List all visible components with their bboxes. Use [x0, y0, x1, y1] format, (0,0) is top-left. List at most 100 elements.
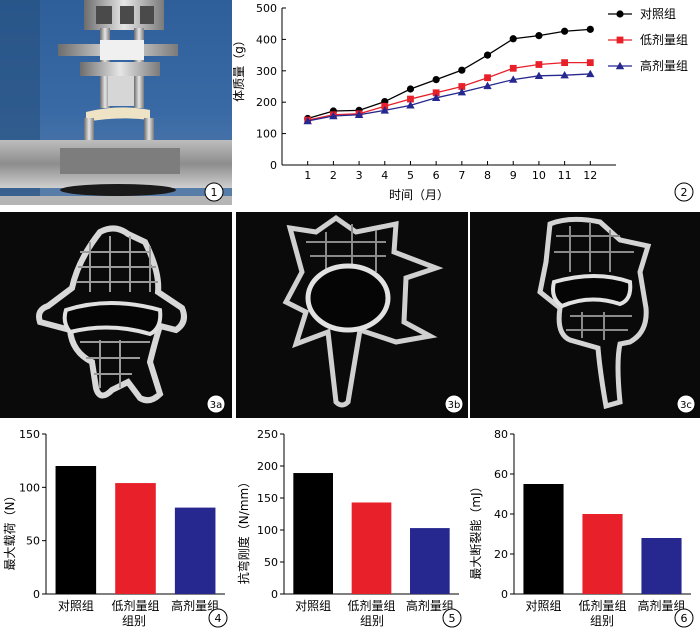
mechanical-test-rig-image: 1	[0, 0, 232, 205]
weight-x-tick-label: 9	[510, 169, 517, 182]
panel-label-circle	[208, 608, 228, 628]
weight-x-tick-label: 8	[484, 169, 491, 182]
load-category-label: 低剂量组	[111, 598, 159, 613]
panel-label-3c: 3c	[680, 400, 692, 411]
weight-data-point	[329, 111, 338, 120]
weight-data-point	[354, 110, 364, 118]
ct-panel-b: 3b	[236, 212, 468, 418]
weight-data-point	[432, 75, 440, 84]
fracture-energy-bar-chart: 最大断裂能（mJ） 组别 0 20 40 60 80 对照组 低剂量组 高剂量组 6	[468, 428, 694, 628]
weight-data-point	[483, 51, 492, 59]
weight-legend-marker	[616, 10, 624, 18]
weight-data-point	[535, 61, 543, 68]
panel-label-circle	[674, 608, 694, 628]
weight-data-point	[458, 83, 466, 90]
energy-bar	[641, 538, 682, 594]
energy-y-tick-label: 80	[494, 428, 508, 441]
weight-legend-label: 高剂量组	[640, 58, 688, 73]
panel-label-circle	[444, 394, 464, 414]
weight-data-point	[407, 95, 414, 103]
energy-category-label: 对照组	[525, 599, 561, 613]
load-category-label: 对照组	[58, 599, 94, 613]
stiffness-chart-panel: 抗弯刚度（N/mm） 组别 0 50 100 150 200 250 对照组 低剂量组 高剂量组…	[234, 420, 468, 632]
load-bar	[174, 507, 216, 594]
weight-legend-label: 低剂量组	[640, 32, 688, 47]
stiffness-y-tick-label: 150	[257, 492, 278, 505]
weight-x-tick-label: 5	[407, 169, 414, 182]
weight-data-point	[303, 116, 312, 125]
weight-data-point	[457, 87, 467, 96]
weight-x-tick-label: 11	[558, 169, 572, 182]
photo-panel: 1	[0, 0, 232, 205]
stiffness-bars-group	[293, 473, 450, 594]
ct-panel-a: 3a	[0, 212, 232, 418]
load-bar	[115, 483, 156, 594]
weight-series-line	[307, 28, 591, 120]
weight-x-tick-label: 4	[381, 169, 388, 182]
energy-bars-group	[523, 484, 682, 594]
weight-y-tick-label: 200	[256, 96, 277, 109]
panel-label-circle	[674, 182, 694, 202]
weight-x-tick-label: 3	[356, 169, 363, 182]
load-y-tick-label: 0	[33, 588, 40, 601]
panel-label-circle	[442, 608, 462, 628]
energy-y-tick-label: 20	[494, 548, 508, 561]
stiffness-axes: 0 50 100 150 200 250 对照组 低剂量组 高剂量组	[257, 428, 459, 613]
weight-data-point	[560, 70, 569, 79]
weight-data-point	[534, 71, 544, 80]
weight-data-point	[586, 69, 595, 78]
weight-data-point	[406, 101, 415, 109]
weight-data-point	[509, 64, 517, 72]
weight-y-tick-label: 400	[256, 33, 277, 46]
weight-y-tick-label: 500	[256, 2, 277, 15]
energy-y-tick-label: 60	[494, 468, 508, 481]
weight-x-tick-label: 12	[583, 169, 597, 182]
weight-data-point	[586, 59, 594, 67]
weight-data-point	[432, 89, 440, 97]
vertebra-ct-image-high-dose: 3c	[470, 212, 700, 418]
weight-series-line	[307, 73, 591, 122]
weight-data-point	[483, 81, 492, 90]
weight-legend-label: 对照组	[640, 7, 676, 21]
weight-data-point	[561, 27, 569, 35]
weight-legend-marker	[616, 36, 624, 44]
weight-data-point	[509, 75, 518, 83]
stiffness-category-label: 高剂量组	[406, 598, 454, 613]
energy-y-tick-label: 40	[494, 508, 508, 521]
bending-stiffness-bar-chart: 抗弯刚度（N/mm） 组别 0 50 100 150 200 250 对照组 低剂量组 高剂量组…	[236, 428, 462, 628]
weight-data-point	[458, 66, 466, 74]
weight-legend-marker	[615, 61, 625, 70]
load-x-axis-label: 组别	[122, 614, 146, 628]
stiffness-bar	[410, 528, 450, 594]
vertebra-ct-image-control: 3a	[0, 212, 232, 418]
stiffness-y-tick-label: 200	[257, 460, 278, 473]
weight-y-tick-label: 100	[256, 128, 277, 141]
load-bars-group	[55, 466, 216, 594]
energy-chart-panel: 最大断裂能（mJ） 组别 0 20 40 60 80 对照组 低剂量组 高剂量组 6	[466, 420, 700, 632]
weight-data-point	[484, 74, 491, 82]
weight-chart-panel: 体质量（g） 时间（月） 0 100 200 300 400 500 1 2 3 4 5 6 7 8 9 10…	[232, 0, 700, 208]
weight-data-point	[535, 32, 543, 40]
weight-series-group	[303, 25, 595, 125]
weight-data-point	[509, 35, 517, 43]
panel-label-circle	[676, 394, 696, 414]
panel-label-circle	[206, 394, 226, 414]
weight-y-tick-label: 300	[256, 65, 277, 78]
weight-data-point	[431, 93, 441, 102]
weight-data-point	[406, 85, 415, 93]
panel-label-4: 4	[215, 612, 222, 625]
max-load-bar-chart: 最大载荷（N） 组别 0 50 100 150 对照组 低剂量组 高剂量组 4	[3, 428, 228, 628]
panel-label-5: 5	[449, 612, 456, 625]
load-y-tick-label: 100	[19, 481, 40, 494]
stiffness-y-tick-label: 100	[257, 524, 278, 537]
weight-x-tick-label: 2	[330, 169, 337, 182]
ct-panel-c: 3c	[470, 212, 700, 418]
weight-series-line	[307, 61, 591, 121]
panel-label-6: 6	[681, 612, 688, 625]
stiffness-y-axis-label: 抗弯刚度（N/mm）	[236, 476, 251, 584]
energy-category-label: 高剂量组	[637, 598, 685, 613]
vertebra-ct-image-low-dose: 3b	[236, 212, 468, 418]
weight-y-tick-label: 0	[270, 159, 277, 172]
